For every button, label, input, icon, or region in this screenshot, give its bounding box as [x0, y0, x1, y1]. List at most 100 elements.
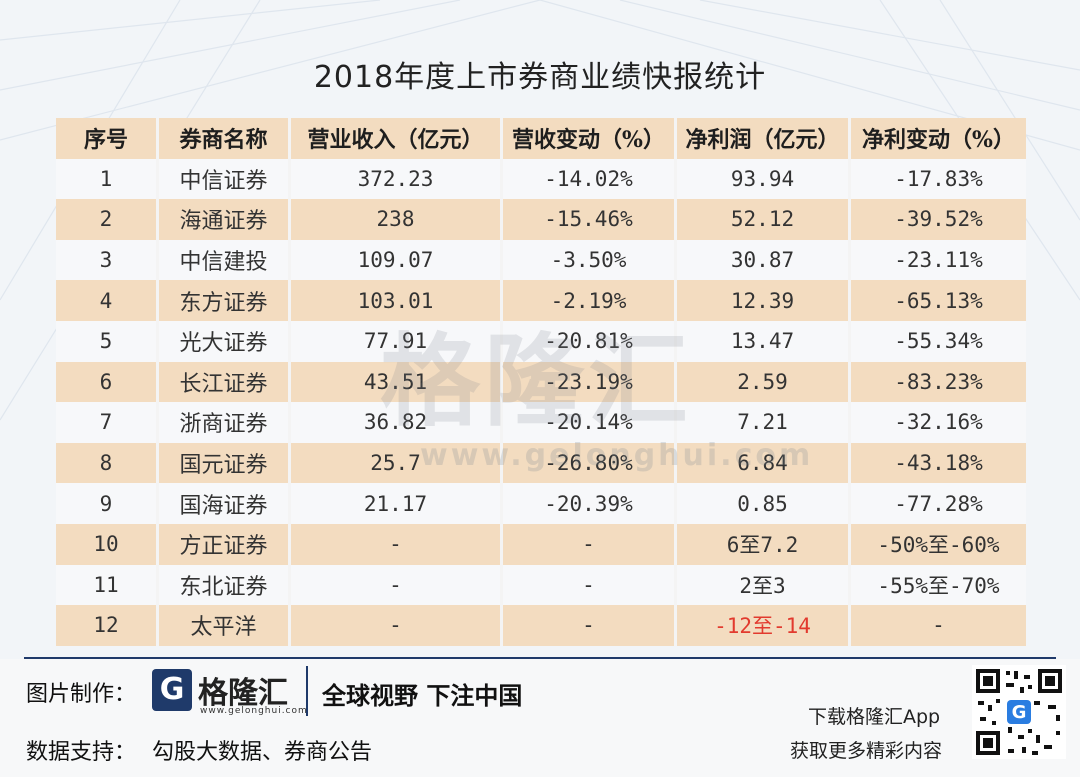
cell-net-profit: 12.39	[677, 280, 851, 321]
cell-revenue-change: -	[503, 605, 677, 646]
table-row: 7 浙商证券 36.82 -20.14% 7.21 -32.16%	[56, 402, 1026, 443]
cell-broker-name: 国海证券	[159, 483, 291, 524]
cell-revenue: 103.01	[291, 280, 503, 321]
cell-broker-name: 东方证券	[159, 280, 291, 321]
cell-no: 5	[56, 320, 159, 362]
footer-divider	[24, 657, 1056, 659]
cell-profit-change: -23.11%	[851, 239, 1026, 281]
table-row: 1 中信证券 372.23 -14.02% 93.94 -17.83%	[56, 158, 1026, 200]
cell-broker-name: 光大证券	[159, 320, 291, 362]
cell-revenue: 36.82	[291, 402, 503, 443]
cell-broker-name: 东北证券	[159, 564, 291, 606]
cell-no: 8	[56, 442, 159, 484]
cell-revenue: 77.91	[291, 320, 503, 362]
cell-net-profit: 0.85	[677, 483, 851, 524]
cell-profit-change: -32.16%	[851, 402, 1026, 443]
cell-broker-name: 浙商证券	[159, 402, 291, 443]
cell-revenue: 25.7	[291, 442, 503, 484]
watermark-url: www.gelonghui.com	[420, 438, 814, 473]
table-row: 9 国海证券 21.17 -20.39% 0.85 -77.28%	[56, 483, 1026, 524]
cell-revenue-change: -2.19%	[503, 280, 677, 321]
cell-net-profit: 2.59	[677, 361, 851, 403]
cell-revenue-change: -	[503, 523, 677, 565]
cell-net-profit: -12至-14	[677, 605, 851, 646]
cell-no: 4	[56, 280, 159, 321]
cell-revenue-change: -20.39%	[503, 483, 677, 524]
cell-net-profit: 2至3	[677, 564, 851, 606]
cell-net-profit: 6至7.2	[677, 523, 851, 565]
cell-no: 12	[56, 605, 159, 646]
cell-no: 9	[56, 483, 159, 524]
cell-broker-name: 中信建投	[159, 239, 291, 281]
cell-no: 1	[56, 158, 159, 200]
data-source: 勾股大数据、券商公告	[152, 740, 373, 765]
cell-net-profit: 7.21	[677, 402, 851, 443]
table-row: 8 国元证券 25.7 -26.80% 6.84 -43.18%	[56, 442, 1026, 484]
table-row: 11 东北证券 - -2至3 -55%至-70%	[56, 564, 1026, 606]
data-support-label: 数据支持：	[26, 740, 137, 765]
cell-net-profit: 52.12	[677, 199, 851, 240]
cell-revenue-change: -14.02%	[503, 158, 677, 200]
made-by-label: 图片制作：	[26, 682, 137, 707]
cell-revenue-change: -20.81%	[503, 320, 677, 362]
cell-no: 6	[56, 361, 159, 403]
cell-profit-change: -39.52%	[851, 199, 1026, 240]
cell-profit-change: -65.13%	[851, 280, 1026, 321]
cell-revenue-change: -20.14%	[503, 402, 677, 443]
cell-revenue: 372.23	[291, 158, 503, 200]
cell-no: 7	[56, 402, 159, 443]
cell-revenue-change: -15.46%	[503, 199, 677, 240]
cell-net-profit: 13.47	[677, 320, 851, 362]
table-row: 6 长江证券 43.51 -23.19% 2.59 -83.23%	[56, 361, 1026, 403]
cell-no: 10	[56, 523, 159, 565]
svg-text:G: G	[1012, 702, 1027, 723]
table-row: 4 东方证券 103.01 -2.19% 12.39 -65.13%	[56, 280, 1026, 321]
cell-profit-change: -55%至-70%	[851, 564, 1026, 606]
slogan: 全球视野 下注中国	[322, 682, 523, 710]
logo-url: www.gelonghui.com	[200, 706, 308, 716]
table-row: 10 方正证券 - -6至7.2 -50%至-60%	[56, 523, 1026, 565]
cell-broker-name: 方正证券	[159, 523, 291, 565]
brokerage-results-table: 序号 券商名称 营业收入（亿元） 营收变动（%） 净利润（亿元） 净利变动（%）…	[56, 118, 1026, 646]
cell-net-profit: 93.94	[677, 158, 851, 200]
table-row: 12 太平洋 - - -12至-14-	[56, 605, 1026, 646]
cell-revenue: -	[291, 523, 503, 565]
cell-profit-change: -55.34%	[851, 320, 1026, 362]
table-row: 3 中信建投 109.07 -3.50% 30.87 -23.11%	[56, 239, 1026, 281]
header-no: 序号	[56, 118, 159, 159]
cell-revenue: -	[291, 605, 503, 646]
cell-net-profit: 6.84	[677, 442, 851, 484]
header-broker-name: 券商名称	[159, 118, 291, 159]
cell-revenue: -	[291, 564, 503, 606]
cell-revenue: 109.07	[291, 239, 503, 281]
cell-broker-name: 海通证券	[159, 199, 291, 240]
cell-profit-change: -77.28%	[851, 483, 1026, 524]
header-revenue: 营业收入（亿元）	[291, 118, 503, 159]
cell-broker-name: 中信证券	[159, 158, 291, 200]
logo-text: 格隆汇	[198, 676, 288, 711]
cell-no: 11	[56, 564, 159, 606]
cell-profit-change: -	[851, 605, 1026, 646]
cell-profit-change: -17.83%	[851, 158, 1026, 200]
cell-no: 2	[56, 199, 159, 240]
cell-profit-change: -43.18%	[851, 442, 1026, 484]
cell-profit-change: -50%至-60%	[851, 523, 1026, 565]
cell-no: 3	[56, 239, 159, 281]
cell-net-profit: 30.87	[677, 239, 851, 281]
qr-code-icon[interactable]: G	[972, 665, 1066, 759]
cell-broker-name: 国元证券	[159, 442, 291, 484]
table-row: 5 光大证券 77.91 -20.81% 13.47 -55.34%	[56, 320, 1026, 362]
cell-revenue: 238	[291, 199, 503, 240]
page-title: 2018年度上市券商业绩快报统计	[313, 60, 767, 95]
cell-revenue-change: -26.80%	[503, 442, 677, 484]
cell-profit-change: -83.23%	[851, 361, 1026, 403]
cell-revenue-change: -	[503, 564, 677, 606]
download-app-text: 下载格隆汇App	[808, 706, 941, 728]
header-profit-change: 净利变动（%）	[851, 118, 1026, 159]
cell-revenue: 21.17	[291, 483, 503, 524]
cell-revenue-change: -3.50%	[503, 239, 677, 281]
cell-broker-name: 太平洋	[159, 605, 291, 646]
watermark-logo: 格隆汇	[380, 323, 692, 440]
cell-broker-name: 长江证券	[159, 361, 291, 403]
table-header-row: 序号 券商名称 营业收入（亿元） 营收变动（%） 净利润（亿元） 净利变动（%）	[56, 118, 1026, 159]
